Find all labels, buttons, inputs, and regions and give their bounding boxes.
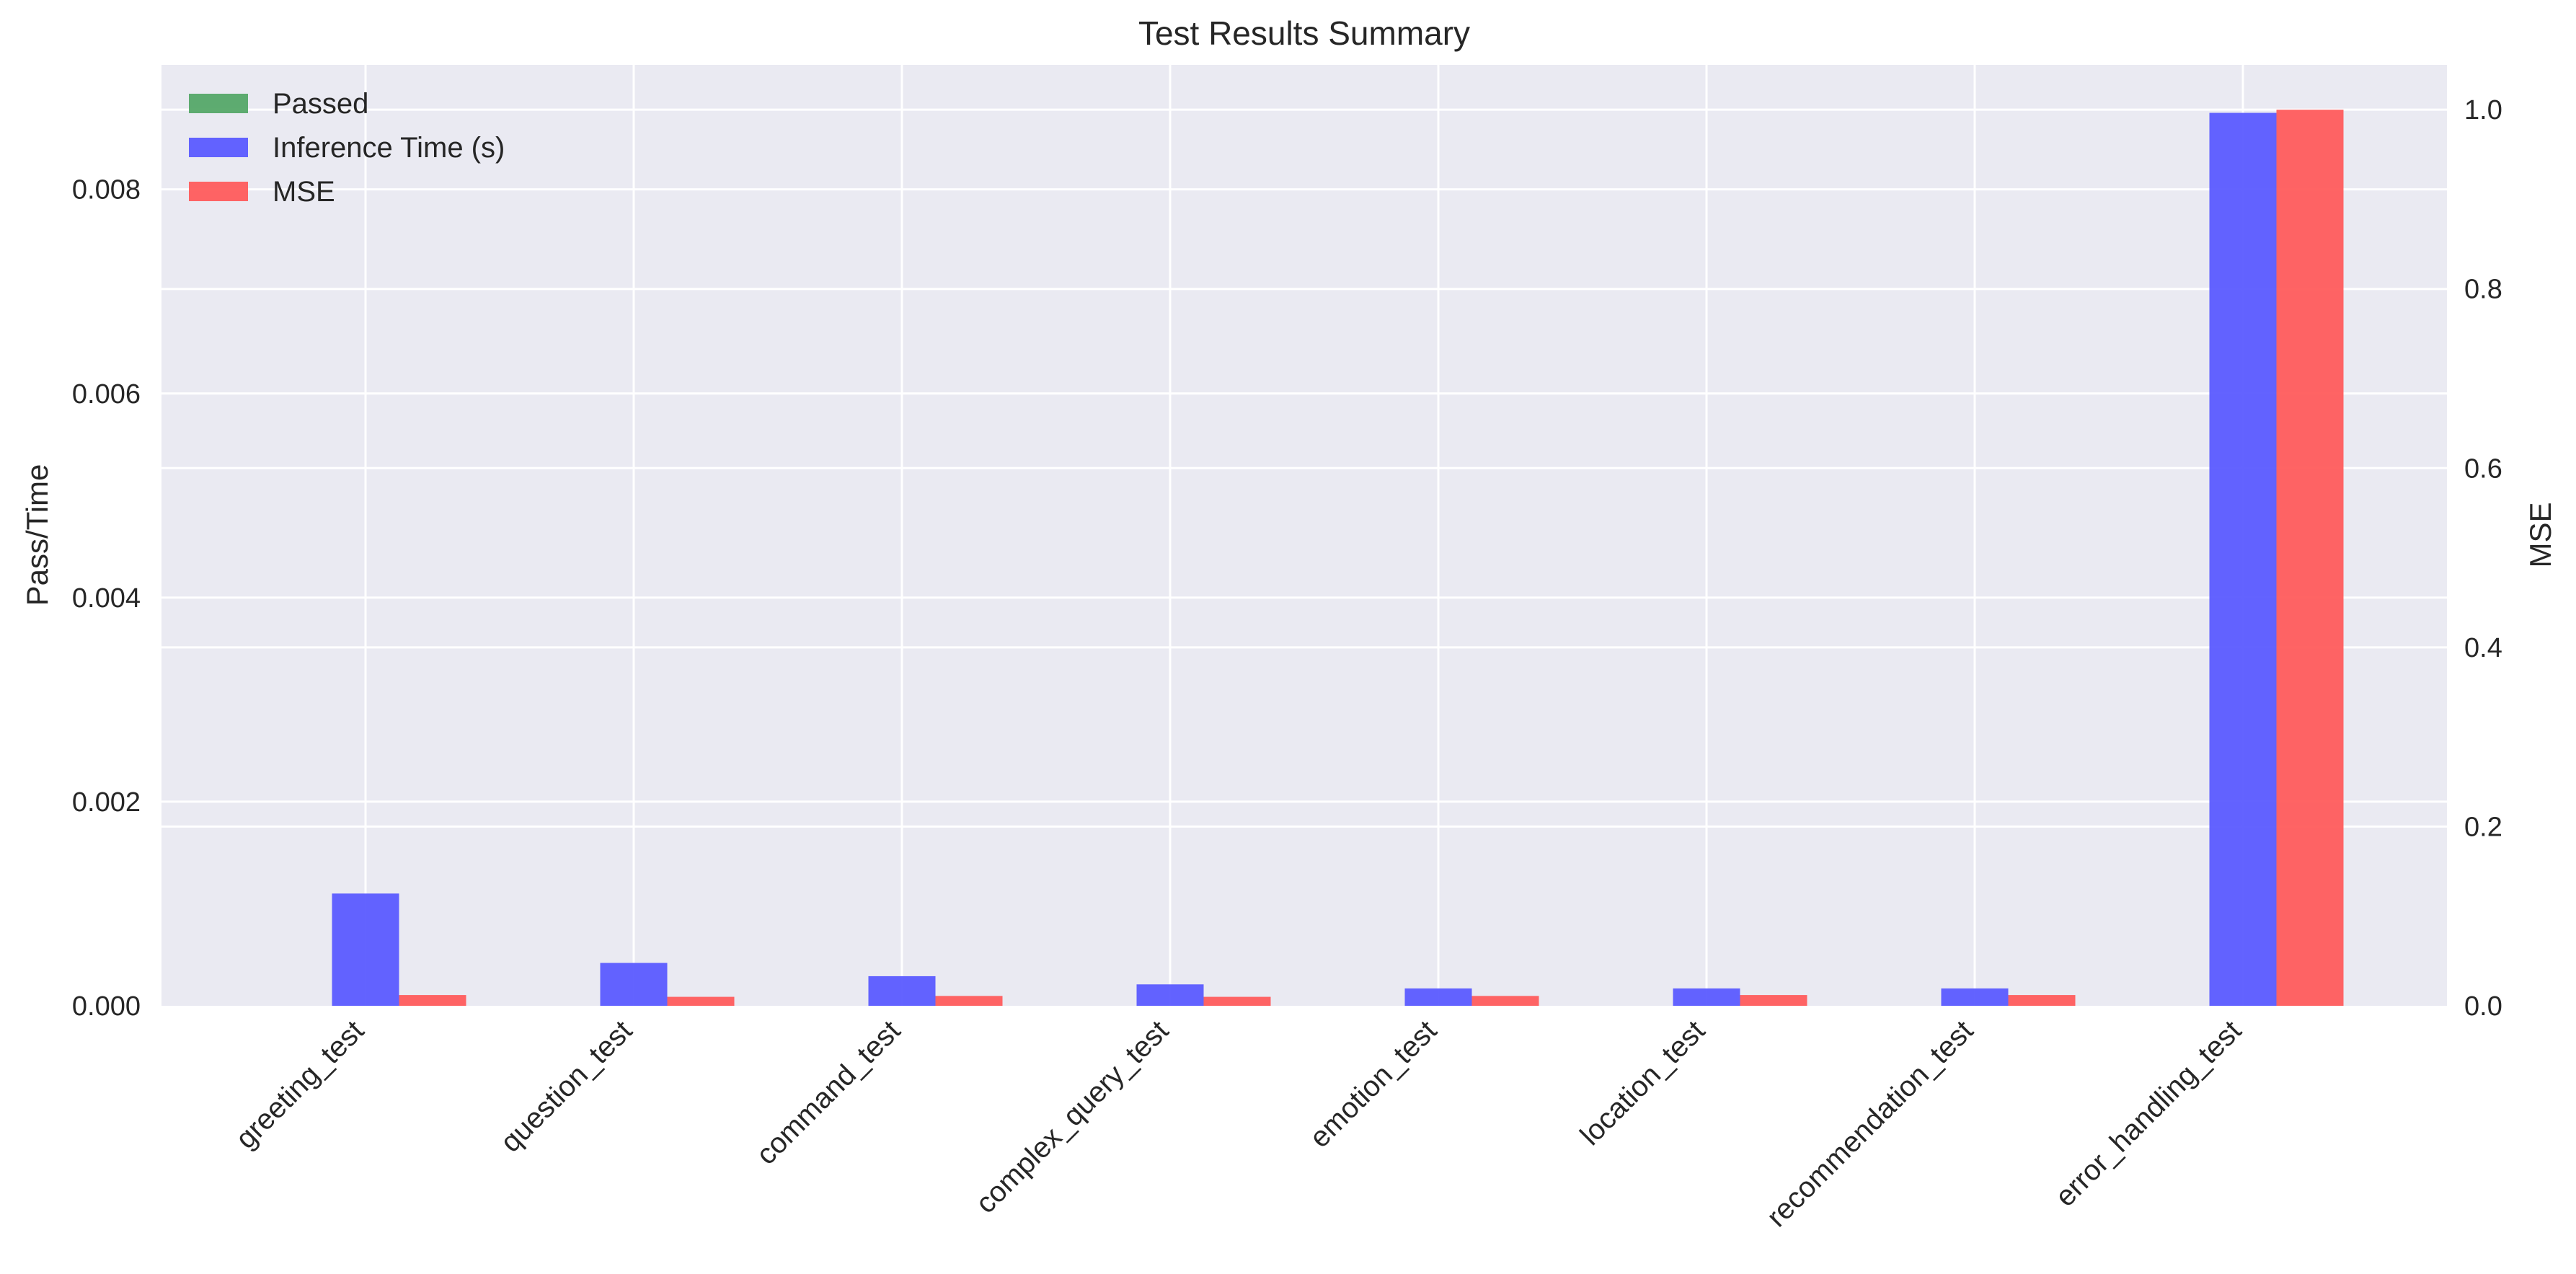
legend-label: Passed [273,88,368,120]
legend-swatch [189,138,248,157]
plot-area [161,65,2447,1006]
y-axis-label-right: MSE [2523,502,2557,567]
legend-swatch [189,94,248,113]
bar-inference-time-s-greeting-test [332,893,399,1006]
x-tick-label: command_test [751,1014,907,1171]
x-tick-label: recommendation_test [1761,1014,1979,1233]
bar-mse-recommendation-test [2008,995,2076,1006]
y-ticks-left: 0.000 0.002 0.004 0.006 0.008 [72,175,141,1022]
bar-mse-error-handling-test [2276,110,2344,1007]
x-tick-label: emotion_test [1304,1014,1443,1154]
x-tick-label: question_test [495,1014,638,1158]
x-tick-label: error_handling_test [2050,1014,2248,1213]
x-tick-label: complex_query_test [970,1014,1174,1219]
legend-label: Inference Time (s) [273,132,505,164]
bar-inference-time-s-recommendation-test [1941,988,2009,1006]
bar-mse-greeting-test [399,995,466,1006]
y-tick-left-label: 0.008 [72,175,141,205]
legend-label: MSE [273,176,335,208]
grid-lines-left [161,188,2447,803]
bar-inference-time-s-command-test [868,976,936,1006]
x-tick-labels: greeting_test question_test command_test co… [230,1014,2248,1233]
y-tick-left-label: 0.000 [72,991,141,1022]
x-tick-label: greeting_test [230,1014,371,1155]
y-tick-right-label: 1.0 [2464,95,2502,125]
y-tick-right-label: 0.0 [2464,991,2502,1022]
bar-inference-time-s-location-test [1673,988,1740,1006]
y-tick-left-label: 0.004 [72,583,141,614]
y-axis-label-left: Pass/Time [20,464,54,606]
y-tick-left-label: 0.006 [72,379,141,410]
chart-title: Test Results Summary [1138,14,1470,52]
bar-mse-emotion-test [1471,996,1539,1006]
y-tick-right-label: 0.8 [2464,275,2502,305]
bar-mse-complex-query-test [1203,996,1271,1006]
y-ticks-right: 0.0 0.2 0.4 0.6 0.8 1.0 [2464,95,2502,1022]
bar-mse-question-test [667,996,735,1006]
y-tick-right-label: 0.2 [2464,812,2502,842]
x-tick-label: location_test [1574,1014,1711,1151]
bar-inference-time-s-complex-query-test [1136,984,1204,1006]
bar-mse-location-test [1740,995,1807,1006]
legend: Passed Inference Time (s) MSE [189,88,505,208]
y-tick-right-label: 0.4 [2464,633,2502,663]
y-tick-right-label: 0.6 [2464,454,2502,484]
legend-swatch [189,182,248,201]
bar-inference-time-s-question-test [600,963,668,1006]
bars-group [332,110,2344,1007]
grid-lines-right [161,108,2447,828]
bar-inference-time-s-error-handling-test [2209,112,2277,1006]
bar-inference-time-s-emotion-test [1404,988,1472,1006]
y-tick-left-label: 0.002 [72,787,141,818]
bar-mse-command-test [935,996,1003,1006]
